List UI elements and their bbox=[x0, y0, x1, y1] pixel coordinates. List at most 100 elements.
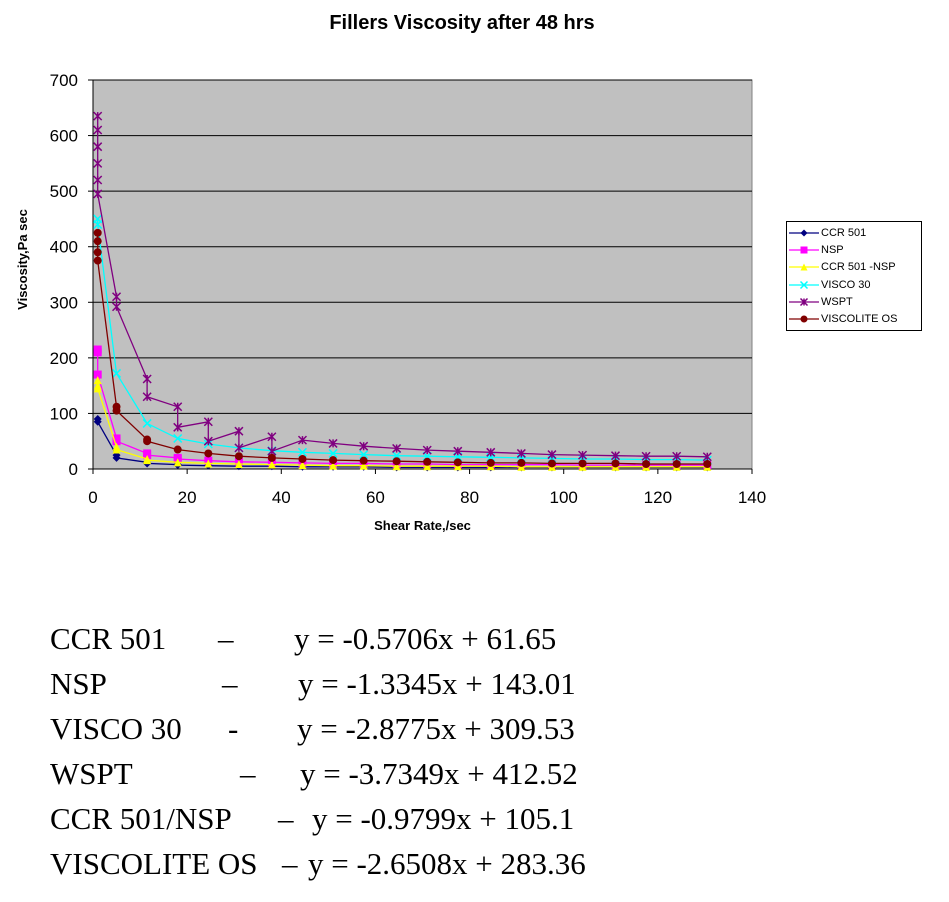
data-point bbox=[93, 384, 102, 393]
data-point bbox=[143, 437, 152, 446]
legend-swatch bbox=[789, 229, 819, 237]
data-point bbox=[642, 459, 651, 468]
data-point bbox=[423, 462, 432, 471]
data-point bbox=[93, 370, 102, 379]
y-tick-label: 300 bbox=[50, 293, 78, 312]
series-line bbox=[97, 218, 708, 461]
data-point bbox=[93, 175, 103, 185]
legend-swatch bbox=[789, 315, 819, 323]
data-point bbox=[112, 406, 121, 415]
data-point bbox=[423, 457, 432, 466]
data-point bbox=[799, 297, 809, 306]
data-point bbox=[142, 374, 152, 384]
x-tick-label: 140 bbox=[738, 488, 766, 507]
x-tick-label: 20 bbox=[178, 488, 197, 507]
series-viscolite-os bbox=[93, 228, 712, 468]
legend-swatch bbox=[789, 246, 819, 254]
data-point bbox=[329, 456, 338, 465]
data-point bbox=[486, 447, 496, 457]
data-point bbox=[422, 445, 432, 455]
y-tick-label: 600 bbox=[50, 127, 78, 146]
data-point bbox=[267, 432, 277, 442]
data-point bbox=[112, 292, 122, 302]
data-point bbox=[112, 453, 121, 462]
data-point bbox=[112, 437, 121, 446]
data-point bbox=[93, 256, 102, 265]
data-point bbox=[359, 456, 368, 465]
data-point bbox=[517, 458, 526, 467]
data-point bbox=[234, 452, 243, 461]
data-point bbox=[702, 452, 712, 462]
equation-separator: – bbox=[282, 846, 298, 881]
data-point bbox=[297, 435, 307, 445]
data-point bbox=[547, 450, 557, 460]
data-point bbox=[93, 348, 102, 357]
legend-label: CCR 501 bbox=[821, 226, 867, 239]
legend-item: VISCOLITE OS bbox=[787, 310, 921, 327]
data-point bbox=[799, 280, 809, 289]
data-point bbox=[93, 237, 102, 246]
equation-separator: - bbox=[228, 711, 239, 746]
series-line bbox=[97, 116, 708, 458]
data-point bbox=[112, 302, 122, 312]
data-point bbox=[203, 417, 213, 427]
data-point bbox=[516, 448, 526, 458]
data-point bbox=[611, 459, 620, 468]
data-point bbox=[143, 456, 152, 465]
data-point bbox=[93, 376, 102, 385]
equation-separator: – bbox=[222, 666, 238, 701]
data-point bbox=[112, 445, 121, 454]
data-point bbox=[800, 229, 808, 237]
x-tick-label: 100 bbox=[550, 488, 578, 507]
viscosity-chart: 0 100 200 300 400 500 600 700 0 20 40 60 80 100 120 140… bbox=[15, 71, 766, 533]
equation-name: WSPT bbox=[50, 756, 133, 791]
data-point bbox=[173, 433, 183, 443]
data-point bbox=[328, 438, 338, 448]
y-axis-label: Viscosity,Pa sec bbox=[15, 209, 30, 310]
data-point bbox=[93, 142, 103, 152]
data-point bbox=[453, 446, 463, 456]
data-point bbox=[142, 392, 152, 402]
legend-item: VISCO 30 bbox=[787, 276, 921, 293]
equation-name: CCR 501/NSP bbox=[50, 801, 232, 836]
series-line bbox=[97, 349, 708, 466]
equation-separator: – bbox=[218, 621, 234, 656]
data-point bbox=[359, 441, 369, 451]
y-tick-label: 0 bbox=[69, 460, 78, 479]
y-tick-label: 200 bbox=[50, 349, 78, 368]
data-point bbox=[267, 460, 276, 469]
data-point bbox=[297, 447, 307, 457]
data-point bbox=[173, 402, 183, 412]
data-point bbox=[298, 461, 307, 470]
data-point bbox=[392, 462, 401, 471]
data-point bbox=[204, 449, 213, 458]
data-point bbox=[547, 459, 556, 468]
data-point bbox=[173, 445, 182, 454]
data-point bbox=[93, 219, 103, 230]
data-point bbox=[392, 443, 402, 453]
equation-formula: y = -0.9799x + 105.1 bbox=[312, 801, 575, 836]
equation-separator: – bbox=[278, 801, 294, 836]
data-point bbox=[93, 125, 103, 135]
data-point bbox=[672, 451, 682, 461]
legend-item: CCR 501 bbox=[787, 224, 921, 241]
data-point bbox=[93, 158, 103, 168]
x-tick-label: 80 bbox=[460, 488, 479, 507]
data-point bbox=[173, 422, 183, 432]
legend-item: CCR 501 -NSP bbox=[787, 259, 921, 276]
equation-formula: y = -2.8775x + 309.53 bbox=[297, 711, 575, 746]
x-tick-label: 40 bbox=[272, 488, 291, 507]
data-point bbox=[328, 448, 338, 458]
plot-area bbox=[92, 79, 753, 470]
equation-formula: y = -3.7349x + 412.52 bbox=[300, 756, 578, 791]
legend-swatch bbox=[789, 263, 819, 271]
data-point bbox=[486, 458, 495, 467]
x-tick-label: 0 bbox=[88, 488, 97, 507]
data-point bbox=[142, 418, 152, 428]
data-point bbox=[204, 459, 213, 468]
legend-label: WSPT bbox=[821, 295, 853, 308]
legend-label: VISCO 30 bbox=[821, 278, 871, 291]
data-point bbox=[234, 443, 244, 453]
equation-formula: y = -0.5706x + 61.65 bbox=[294, 621, 557, 656]
data-point bbox=[203, 436, 213, 446]
